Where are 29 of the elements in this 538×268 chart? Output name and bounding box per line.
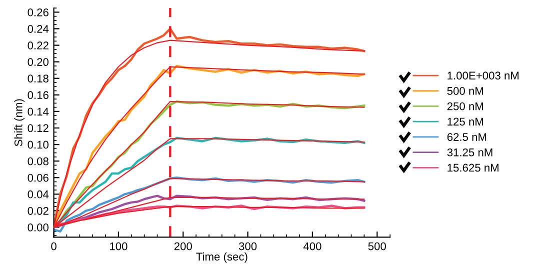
y-tick-label: 0.00 bbox=[28, 224, 49, 232]
x-tick-label: 300 bbox=[238, 242, 257, 250]
y-tick-label: 0.26 bbox=[28, 8, 48, 16]
legend-label: 500 nM bbox=[447, 87, 483, 95]
y-tick-label: 0.12 bbox=[28, 124, 48, 132]
legend-label: 250 nM bbox=[447, 102, 483, 110]
y-tick-label: 0.04 bbox=[28, 190, 49, 198]
y-tick-label: 0.20 bbox=[28, 58, 49, 66]
x-tick-label: 500 bbox=[368, 242, 386, 250]
y-tick-label: 0.02 bbox=[28, 206, 48, 215]
x-tick-label: 200 bbox=[174, 242, 192, 250]
y-tick-label: 0.10 bbox=[28, 140, 49, 149]
y-tick-label: 0.22 bbox=[28, 42, 48, 50]
y-tick-label: 0.14 bbox=[28, 108, 49, 116]
y-tick-label: 0.24 bbox=[28, 24, 49, 33]
legend-label: 1.00E+003 nM bbox=[448, 72, 519, 80]
x-axis-title: Time (sec) bbox=[196, 252, 248, 263]
x-tick-label: 400 bbox=[303, 242, 322, 250]
legend-label: 31.25 nM bbox=[447, 148, 492, 156]
legend-label: 15.625 nM bbox=[448, 164, 498, 172]
y-tick-label: 0.18 bbox=[28, 74, 48, 82]
y-tick-label: 0.08 bbox=[28, 157, 48, 166]
x-tick-label: 0 bbox=[51, 242, 56, 250]
legend-label: 62.5 nM bbox=[447, 133, 486, 141]
y-axis-title: Shift (nm) bbox=[14, 99, 25, 146]
x-tick-label: 100 bbox=[110, 242, 128, 250]
y-tick-label: 0.16 bbox=[28, 91, 48, 100]
legend-label: 125 nM bbox=[448, 118, 483, 126]
y-tick-label: 0.06 bbox=[28, 174, 48, 182]
